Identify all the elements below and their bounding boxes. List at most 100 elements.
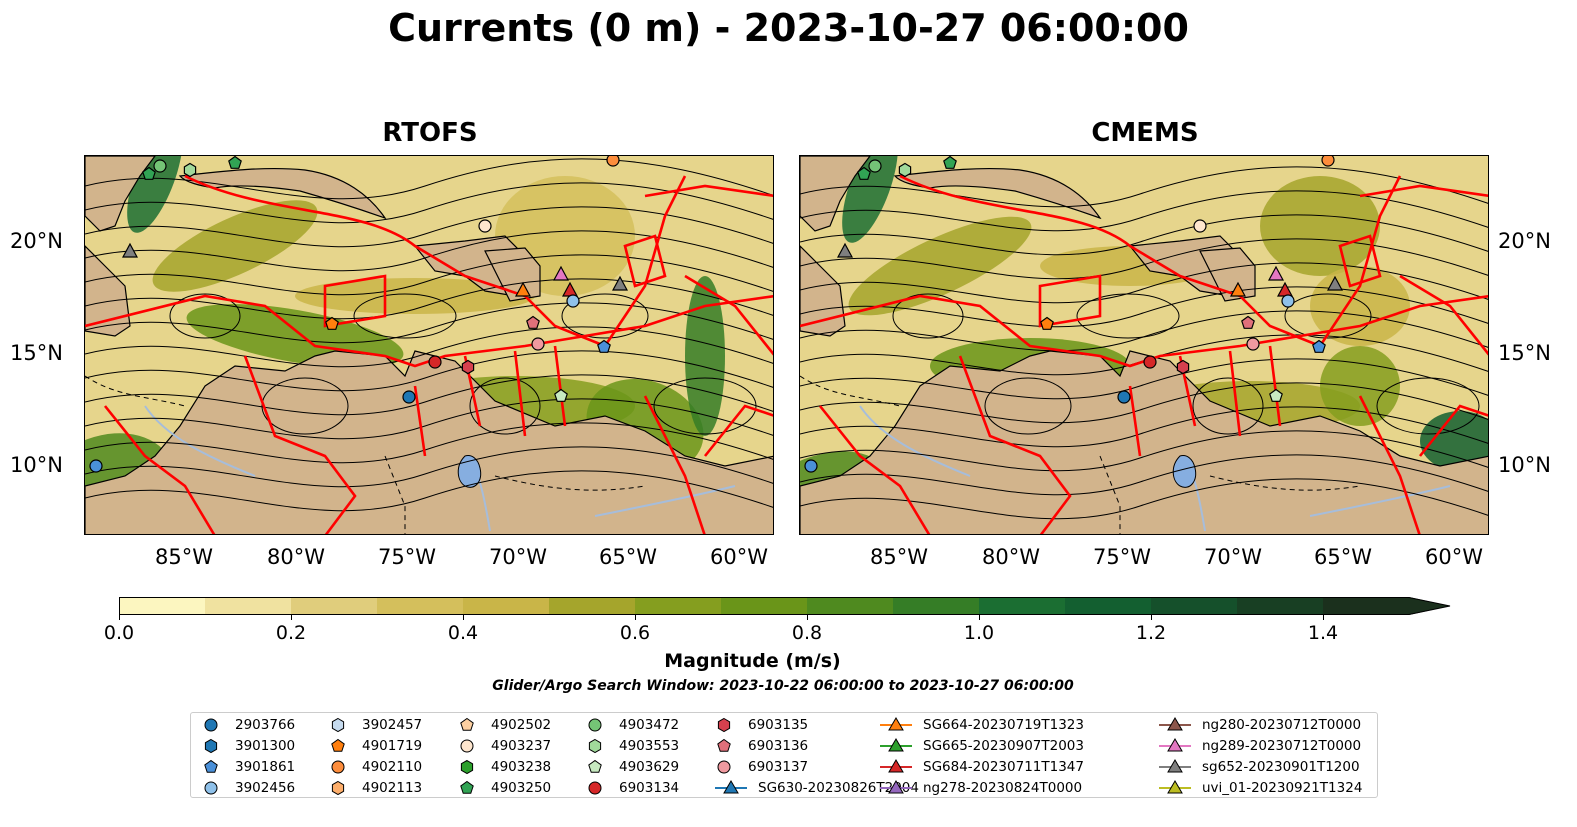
legend-label: 4901719 xyxy=(362,738,423,754)
float-marker xyxy=(804,459,818,473)
legend-label: 3901300 xyxy=(235,738,296,754)
colorbar-tick xyxy=(979,615,980,620)
panel-title-rtofs: RTOFS xyxy=(382,118,478,148)
cmems-current-map xyxy=(799,155,1489,535)
legend-marker-icon xyxy=(880,780,912,794)
legend-item: 4903250 xyxy=(457,778,551,798)
legend-marker-icon xyxy=(880,738,912,752)
colorbar-segment xyxy=(1065,597,1152,615)
lon-tick-label: 70°W xyxy=(1204,545,1262,569)
lon-tick-label: 85°W xyxy=(870,545,928,569)
legend-label: 6903137 xyxy=(748,759,809,775)
float-marker xyxy=(898,162,912,178)
colorbar-segment xyxy=(893,597,980,615)
float-marker xyxy=(89,459,103,473)
legend-label: 2903766 xyxy=(235,717,296,733)
figure-title: Currents (0 m) - 2023-10-27 06:00:00 xyxy=(388,6,1189,50)
legend-marker-icon xyxy=(1159,738,1191,752)
legend-label: 4903472 xyxy=(619,717,680,733)
legend-item: 3901861 xyxy=(201,757,295,777)
colorbar-tick xyxy=(807,615,808,620)
legend-marker-icon xyxy=(331,717,345,733)
legend-label: SG664-20230719T1323 xyxy=(923,717,1084,733)
legend-label: 6903134 xyxy=(619,780,680,796)
legend-label: 6903135 xyxy=(748,717,809,733)
legend-item: 4903472 xyxy=(585,715,679,735)
legend-marker-icon xyxy=(1159,717,1191,731)
lon-tick-label: 65°W xyxy=(1314,545,1372,569)
legend-item: 4902110 xyxy=(328,757,422,777)
land xyxy=(85,156,773,534)
legend-label: ng278-20230824T0000 xyxy=(923,780,1083,796)
legend-marker-icon xyxy=(1159,759,1191,773)
legend-label: 4903238 xyxy=(491,759,552,775)
colorbar-tick xyxy=(1323,615,1324,620)
legend-marker-icon xyxy=(204,718,218,732)
float-marker xyxy=(943,156,957,169)
legend-label: SG665-20230907T2003 xyxy=(923,738,1084,754)
legend-item: uvi_01-20230921T1324 xyxy=(1158,778,1362,798)
float-marker xyxy=(153,159,167,173)
legend-marker-icon xyxy=(331,780,345,796)
lon-tick-label: 75°W xyxy=(378,545,436,569)
legend-label: 4903250 xyxy=(491,780,552,796)
float-marker xyxy=(183,162,197,178)
legend-item: ng289-20230712T0000 xyxy=(1158,736,1361,756)
legend-item: ng280-20230712T0000 xyxy=(1158,715,1361,735)
float-marker xyxy=(461,359,475,375)
glider-marker xyxy=(552,265,570,281)
legend-label: 4903237 xyxy=(491,738,552,754)
legend-label: SG684-20230711T1347 xyxy=(923,759,1084,775)
float-marker xyxy=(1321,156,1335,167)
colorbar-tick-label: 0.0 xyxy=(103,622,135,644)
float-marker xyxy=(597,339,611,353)
lat-tick-label: 10°N xyxy=(1498,453,1551,477)
legend-marker-icon xyxy=(715,780,747,794)
legend-marker-icon xyxy=(331,760,345,774)
legend-item: SG664-20230719T1323 xyxy=(879,715,1084,735)
glider-marker xyxy=(611,275,629,291)
observation-markers xyxy=(804,156,1344,473)
float-marker xyxy=(566,294,580,308)
legend-label: 4903553 xyxy=(619,738,680,754)
legend-label: 4903629 xyxy=(619,759,680,775)
float-marker xyxy=(1143,355,1157,369)
float-marker xyxy=(526,315,540,329)
colorbar xyxy=(119,597,1451,615)
lat-tick-label: 20°N xyxy=(1498,229,1551,253)
legend-label: 4902502 xyxy=(491,717,552,733)
legend-item: 3901300 xyxy=(201,736,295,756)
legend-item: SG684-20230711T1347 xyxy=(879,757,1084,777)
legend-label: SG630-20230826T2004 xyxy=(758,780,919,796)
legend-label: ng289-20230712T0000 xyxy=(1202,738,1362,754)
legend-marker-icon xyxy=(717,760,731,774)
lon-tick-label: 75°W xyxy=(1093,545,1151,569)
legend-marker-icon xyxy=(880,759,912,773)
legend-marker-icon xyxy=(717,717,731,733)
legend-marker-icon xyxy=(588,718,602,732)
colorbar-segment xyxy=(377,597,464,615)
colorbar-tick xyxy=(1151,615,1152,620)
eez-boundaries xyxy=(800,174,1488,534)
legend-marker-icon xyxy=(880,717,912,731)
legend-item: 6903134 xyxy=(585,778,679,798)
colorbar-tick-label: 0.8 xyxy=(791,622,823,644)
lon-tick-label: 60°W xyxy=(710,545,768,569)
lon-tick-label: 60°W xyxy=(1425,545,1483,569)
legend-item: 2903766 xyxy=(201,715,295,735)
legend-item: SG665-20230907T2003 xyxy=(879,736,1084,756)
legend-marker-icon xyxy=(588,781,602,795)
legend-label: uvi_01-20230921T1324 xyxy=(1202,780,1363,796)
legend-label: sg652-20230901T1200 xyxy=(1202,759,1360,775)
legend-item: 3902456 xyxy=(201,778,295,798)
float-marker xyxy=(478,219,492,233)
legend: 2903766 3901300 3901861 3902456 3902457 49017… xyxy=(190,712,1378,798)
lon-tick-label: 80°W xyxy=(267,545,325,569)
colorbar-tick xyxy=(463,615,464,620)
colorbar-segment xyxy=(1237,597,1324,615)
legend-marker-icon xyxy=(1159,780,1191,794)
legend-label: 3901861 xyxy=(235,759,296,775)
legend-item: 4902113 xyxy=(328,778,422,798)
float-marker xyxy=(1246,337,1260,351)
colorbar-segment xyxy=(119,597,206,615)
